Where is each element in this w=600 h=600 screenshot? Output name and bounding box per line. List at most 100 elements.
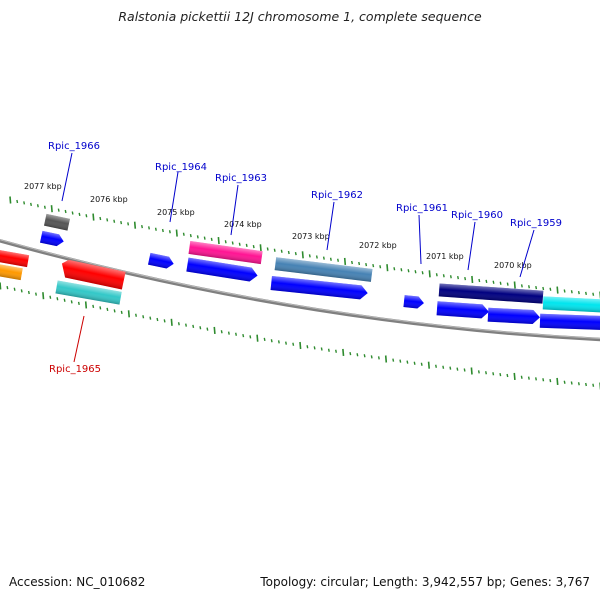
outer-scale-tick <box>203 236 206 240</box>
outer-scale-tick <box>471 275 474 284</box>
inner-scale-tick <box>406 360 409 364</box>
gene-label-rpic-1963[interactable]: Rpic_1963 <box>215 173 267 184</box>
inner-scale-tick <box>77 301 80 306</box>
outer-scale-tick <box>442 274 445 278</box>
inner-scale-tick <box>306 345 309 349</box>
outer-scale-tick <box>506 282 509 286</box>
inner-scale-tick <box>342 348 345 356</box>
outer-scale-tick <box>478 278 481 283</box>
outer-scale-tick <box>337 258 339 262</box>
outer-scale-tick <box>175 229 178 237</box>
inner-scale-tick <box>313 346 316 350</box>
outer-scale-tick <box>231 241 234 245</box>
outer-scale-tick <box>549 287 552 291</box>
inner-scale-tick <box>577 382 580 386</box>
outer-scale-tick <box>287 250 290 255</box>
outer-scale-tick <box>485 279 488 284</box>
outer-scale-tick <box>343 257 347 265</box>
inner-scale-tick <box>520 375 523 379</box>
gene-label-rpic-1959[interactable]: Rpic_1959 <box>510 218 562 229</box>
inner-scale-tick <box>513 372 516 380</box>
inner-scale-tick <box>492 372 495 376</box>
outer-scale-tick <box>520 284 523 288</box>
inner-scale-tick <box>413 361 416 365</box>
inner-scale-tick <box>177 322 180 326</box>
inner-scale-tick <box>185 323 187 327</box>
gene-features <box>0 213 600 331</box>
inner-scale-tick <box>135 313 137 317</box>
inner-scale-tick <box>170 318 173 326</box>
inner-scale-tick <box>449 366 452 370</box>
outer-scale-tick <box>563 289 566 293</box>
inner-scale-tick <box>92 304 95 309</box>
outer-scale-tick <box>435 273 438 277</box>
outer-scale-tick <box>196 235 199 239</box>
inner-scale-tick <box>142 315 145 319</box>
gene-label-rpic-1961[interactable]: Rpic_1961 <box>396 203 448 214</box>
inner-scale-tick <box>263 337 266 342</box>
outer-scale-tick <box>492 280 495 284</box>
outer-scale-tick <box>252 244 255 249</box>
inner-scale-tick <box>384 355 388 363</box>
inner-scale-tick <box>356 353 359 357</box>
inner-scale-tick <box>106 307 109 312</box>
inner-scale-tick <box>113 309 116 313</box>
scale-label: 2073 kbp <box>292 232 330 241</box>
outer-scale-tick <box>224 240 227 244</box>
outer-scale-tick <box>464 276 467 281</box>
gene-label-rpic-1962[interactable]: Rpic_1962 <box>311 190 363 201</box>
outer-scale-tick <box>85 214 88 218</box>
inner-scale-tick <box>70 300 73 304</box>
inner-scale-tick <box>349 351 352 356</box>
inner-scale-tick <box>163 319 166 323</box>
gene-label-rpic-1960[interactable]: Rpic_1960 <box>451 210 503 221</box>
gene-label-rpic-1965[interactable]: Rpic_1965 <box>49 364 101 375</box>
inner-scale-tick <box>127 310 130 318</box>
inner-scale-tick <box>63 298 66 302</box>
inner-scale-tick <box>370 355 373 359</box>
inner-scale-tick <box>120 310 123 315</box>
inner-scale-tick <box>499 372 502 377</box>
inner-scale-tick <box>542 378 545 382</box>
inner-scale-tick <box>420 362 423 366</box>
outer-scale-tick <box>43 205 46 209</box>
outer-scale-tick <box>154 227 157 231</box>
inner-scale-tick <box>399 359 402 363</box>
scale-label: 2071 kbp <box>426 252 464 261</box>
outer-scale-tick <box>16 199 19 204</box>
inner-scale-tick <box>27 290 30 295</box>
inner-scale-tick <box>485 371 487 375</box>
outer-scale-tick <box>189 233 192 238</box>
scale-label: 2077 kbp <box>24 182 62 191</box>
inner-scale-tick <box>506 373 509 378</box>
inner-scale-tick <box>6 285 9 290</box>
outer-scale-tick <box>182 232 185 236</box>
outer-scale-tick <box>315 255 318 259</box>
inner-scale-tick <box>35 292 37 296</box>
inner-scale-tick <box>277 340 280 344</box>
outer-scale-tick <box>585 291 587 296</box>
inner-scale-tick <box>477 370 480 374</box>
gene-labels: Rpic_1966 Rpic_1964 Rpic_1963 Rpic_1962 … <box>48 141 562 375</box>
scale-labels: 2077 kbp 2076 kbp 2075 kbp 2074 kbp 2073 kbp… <box>24 182 532 270</box>
chromosome-backbone-highlight <box>0 239 600 339</box>
inner-scale-tick <box>570 381 573 385</box>
outer-scale-tick <box>499 281 502 285</box>
outer-scale-tick <box>168 230 171 234</box>
outer-scale-tick <box>449 275 452 279</box>
inner-scale-tick <box>527 376 530 380</box>
label-callouts <box>61 152 535 363</box>
gene-label-rpic-1964[interactable]: Rpic_1964 <box>155 162 207 173</box>
outer-scale-tick <box>542 286 545 291</box>
inner-scale-tick <box>213 326 216 334</box>
inner-scale-tick <box>456 367 459 371</box>
outer-scale-tick <box>36 204 39 208</box>
inner-scale-tick <box>84 301 88 309</box>
gene-label-rpic-1966[interactable]: Rpic_1966 <box>48 141 100 152</box>
outer-scale-tick <box>259 244 262 252</box>
outer-scale-tick <box>71 211 74 215</box>
outer-scale-tick <box>570 290 573 294</box>
outer-scale-tick <box>127 222 130 226</box>
outer-scale-tick <box>329 257 332 261</box>
